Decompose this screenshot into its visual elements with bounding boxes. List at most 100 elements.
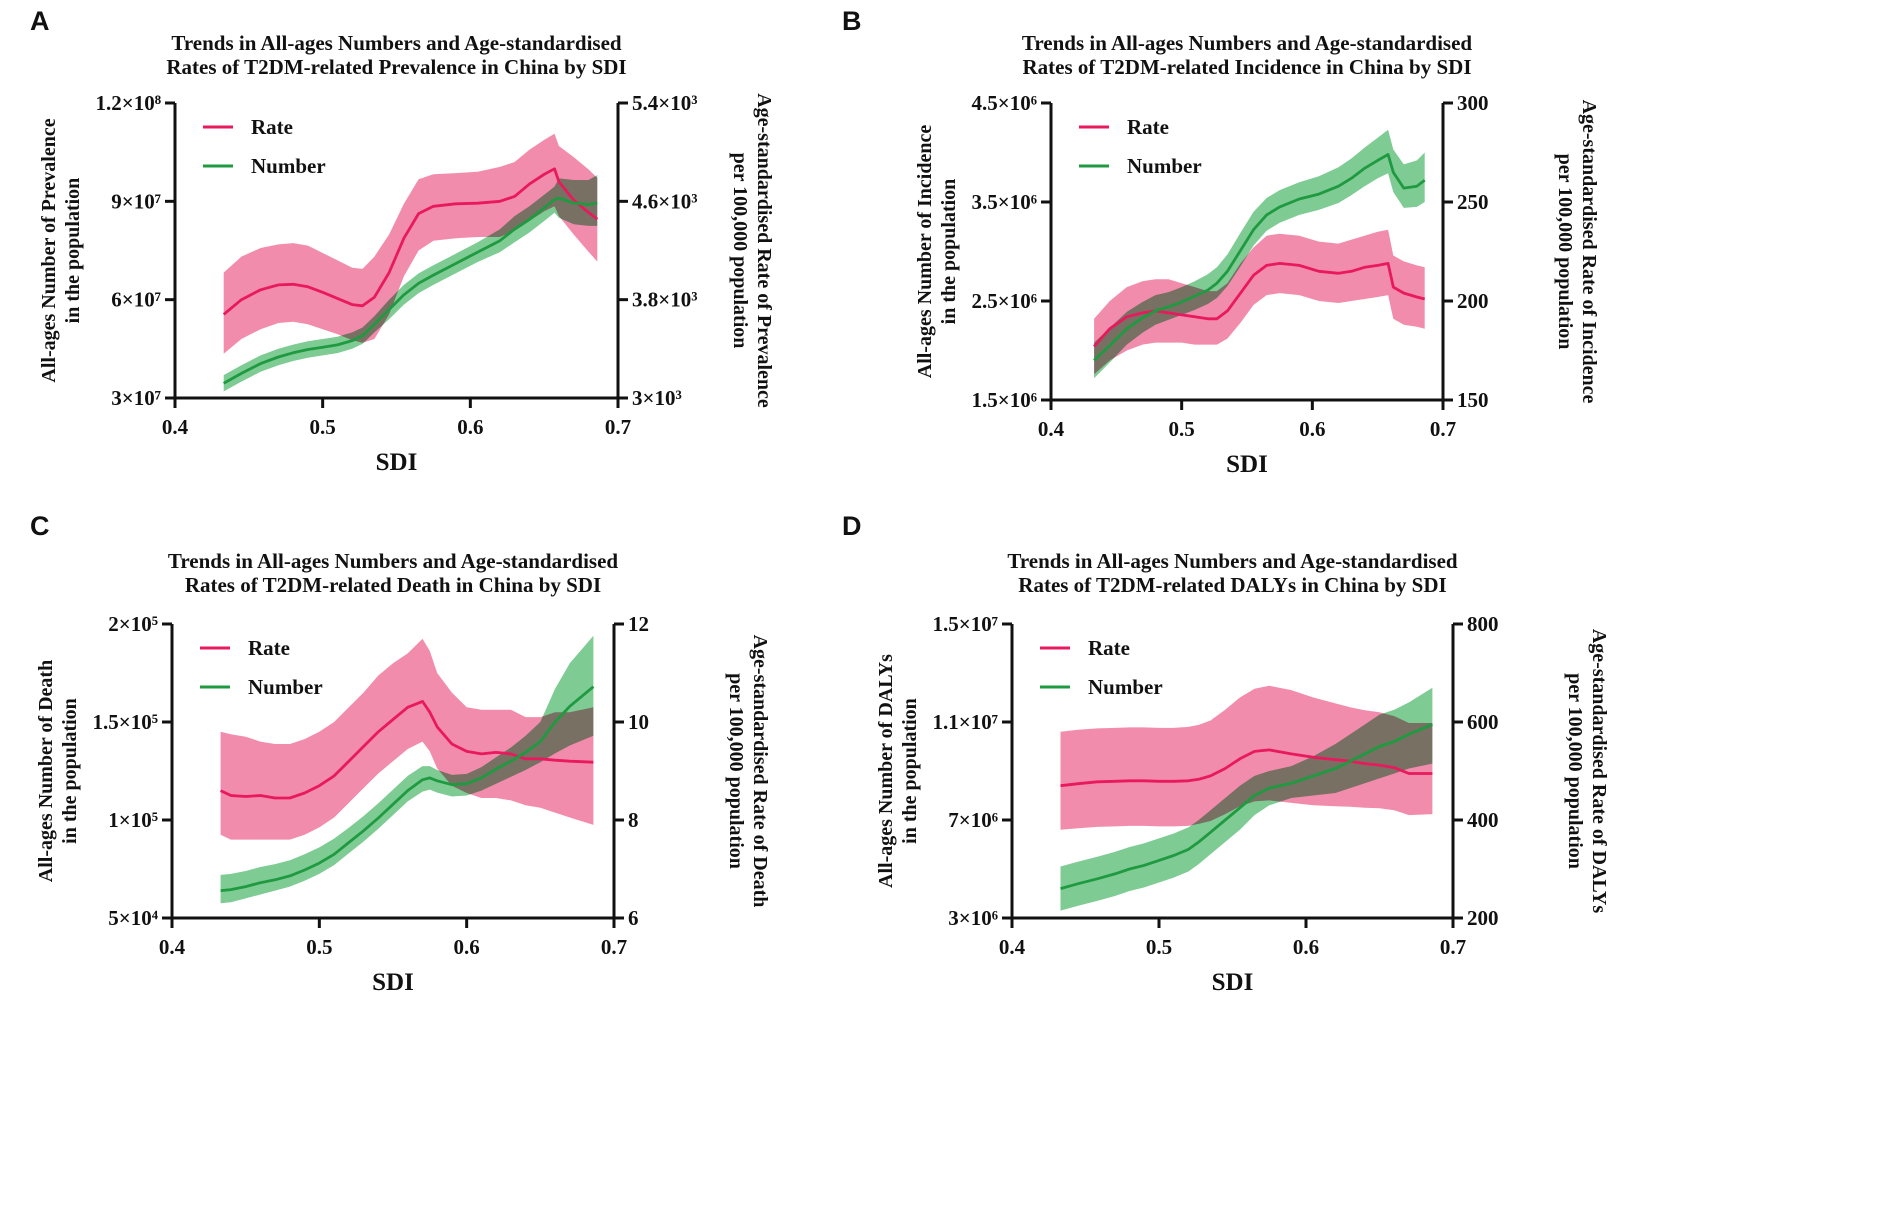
y-right-label-line1: Age-standardised Rate of DALYs — [1588, 629, 1610, 913]
y-right-tick-label: 400 — [1467, 808, 1499, 832]
y-left-tick-label: 5×10⁴ — [108, 906, 158, 930]
x-tick-label: 0.4 — [1038, 417, 1065, 441]
y-right-tick-label: 3.8×10³ — [632, 288, 698, 312]
number-line — [220, 685, 595, 892]
y-right-label-line2: per 100,000 population — [1564, 673, 1586, 869]
y-left-label-line2: in the population — [899, 698, 921, 844]
y-right-label-line1: Age-standardised Rate of Prevalence — [753, 93, 775, 408]
x-tick-label: 0.5 — [310, 415, 336, 439]
y-right-tick-label: 12 — [628, 612, 649, 636]
x-axis-label: SDI — [372, 969, 414, 996]
x-tick-label: 0.6 — [1299, 417, 1325, 441]
chart-title-line2: Rates of T2DM-related Incidence in China… — [1023, 55, 1472, 79]
y-left-tick-label: 1.5×10⁷ — [932, 612, 998, 636]
panel-label: D — [842, 511, 862, 541]
y-left-tick-label: 3.5×10⁶ — [971, 190, 1037, 214]
chart-svg: C Trends in All-ages Numbers and Age-stan… — [30, 511, 771, 996]
legend-number-label: Number — [248, 675, 323, 699]
chart-svg: B Trends in All-ages Numbers and Age-stan… — [842, 6, 1600, 478]
x-tick-label: 0.7 — [1440, 935, 1466, 959]
chart-panel-c: C Trends in All-ages Numbers and Age-stan… — [0, 511, 950, 1207]
x-tick-label: 0.7 — [601, 935, 627, 959]
y-left-label-line1: All-ages Number of DALYs — [875, 654, 897, 888]
y-left-tick-label: 2×10⁵ — [108, 612, 158, 636]
y-left-tick-label: 4.5×10⁶ — [971, 91, 1037, 115]
x-tick-label: 0.5 — [1169, 417, 1195, 441]
y-left-label-line2: in the population — [938, 179, 960, 325]
y-right-tick-label: 200 — [1467, 906, 1499, 930]
chart-title-line1: Trends in All-ages Numbers and Age-stand… — [168, 549, 619, 573]
chart-title-line1: Trends in All-ages Numbers and Age-stand… — [1022, 31, 1473, 55]
x-axis-label: SDI — [376, 449, 418, 476]
y-right-label-line1: Age-standardised Rate of Death — [749, 635, 771, 908]
y-right-tick-label: 10 — [628, 710, 649, 734]
rate-line — [222, 167, 599, 316]
y-right-label-line2: per 100,000 population — [1554, 154, 1576, 350]
y-right-tick-label: 8 — [628, 808, 639, 832]
chart-panel-b: B Trends in All-ages Numbers and Age-stan… — [842, 0, 1898, 600]
y-left-tick-label: 9×10⁷ — [111, 189, 161, 213]
number-ci-band — [1060, 687, 1433, 911]
chart-title-line2: Rates of T2DM-related Prevalence in Chin… — [166, 55, 626, 79]
legend-number-label: Number — [1127, 154, 1202, 178]
rate-ci-band — [1060, 685, 1433, 830]
x-tick-label: 0.4 — [162, 415, 189, 439]
y-left-tick-label: 1.5×10⁶ — [971, 388, 1037, 412]
x-tick-label: 0.7 — [605, 415, 631, 439]
legend-number-label: Number — [251, 154, 326, 178]
chart-svg: D Trends in All-ages Numbers and Age-stan… — [842, 511, 1610, 996]
chart-svg: A Trends in All-ages Numbers and Age-stan… — [30, 6, 775, 476]
number-line — [1093, 153, 1426, 362]
x-tick-label: 0.6 — [454, 935, 480, 959]
rate-line — [1060, 748, 1433, 788]
x-tick-label: 0.4 — [159, 935, 186, 959]
legend-rate-label: Rate — [1127, 115, 1169, 139]
y-right-label-line2: per 100,000 population — [729, 153, 751, 349]
y-left-label-line2: in the population — [62, 178, 84, 324]
y-left-tick-label: 1.1×10⁷ — [932, 710, 998, 734]
legend-number-label: Number — [1088, 675, 1163, 699]
y-left-tick-label: 1×10⁵ — [108, 808, 158, 832]
y-right-tick-label: 3×10³ — [632, 386, 682, 410]
y-left-tick-label: 2.5×10⁶ — [971, 289, 1037, 313]
chart-title-line1: Trends in All-ages Numbers and Age-stand… — [1007, 549, 1458, 573]
y-right-tick-label: 5.4×10³ — [632, 91, 698, 115]
x-tick-label: 0.5 — [1146, 935, 1172, 959]
x-tick-label: 0.6 — [1293, 935, 1319, 959]
chart-panel-a: A Trends in All-ages Numbers and Age-stan… — [0, 0, 950, 600]
y-left-tick-label: 6×10⁷ — [111, 288, 161, 312]
y-right-tick-label: 4.6×10³ — [632, 189, 698, 213]
x-tick-label: 0.5 — [306, 935, 332, 959]
chart-title-line2: Rates of T2DM-related Death in China by … — [185, 573, 601, 597]
number-ci-band — [223, 175, 598, 392]
chart-panel-d: D Trends in All-ages Numbers and Age-stan… — [842, 511, 1898, 1207]
panel-label: B — [842, 6, 862, 36]
x-axis-label: SDI — [1226, 451, 1268, 478]
number-ci-band — [1094, 129, 1425, 379]
number-line — [223, 196, 598, 385]
y-left-tick-label: 1.2×10⁸ — [95, 91, 161, 115]
y-right-tick-label: 150 — [1457, 388, 1489, 412]
y-left-label-line1: All-ages Number of Incidence — [914, 125, 936, 379]
x-axis-label: SDI — [1212, 969, 1254, 996]
panel-label: C — [30, 511, 50, 541]
x-tick-label: 0.7 — [1430, 417, 1456, 441]
y-right-tick-label: 800 — [1467, 612, 1499, 636]
y-left-tick-label: 7×10⁶ — [948, 808, 998, 832]
y-left-label-line1: All-ages Number of Prevalence — [38, 118, 60, 382]
panel-label: A — [30, 6, 50, 36]
y-right-tick-label: 6 — [628, 906, 639, 930]
y-left-tick-label: 3×10⁶ — [948, 906, 998, 930]
chart-title-line2: Rates of T2DM-related DALYs in China by … — [1018, 573, 1446, 597]
rate-ci-band — [223, 133, 598, 354]
y-right-tick-label: 300 — [1457, 91, 1489, 115]
y-left-label-line2: in the population — [59, 698, 81, 844]
number-line — [1060, 723, 1433, 890]
y-left-label-line1: All-ages Number of Death — [35, 660, 57, 882]
y-left-tick-label: 1.5×10⁵ — [92, 710, 158, 734]
y-left-tick-label: 3×10⁷ — [111, 386, 161, 410]
rate-line — [219, 700, 594, 800]
y-right-tick-label: 250 — [1457, 190, 1489, 214]
y-right-label-line1: Age-standardised Rate of Incidence — [1578, 100, 1600, 404]
legend-rate-label: Rate — [1088, 636, 1130, 660]
